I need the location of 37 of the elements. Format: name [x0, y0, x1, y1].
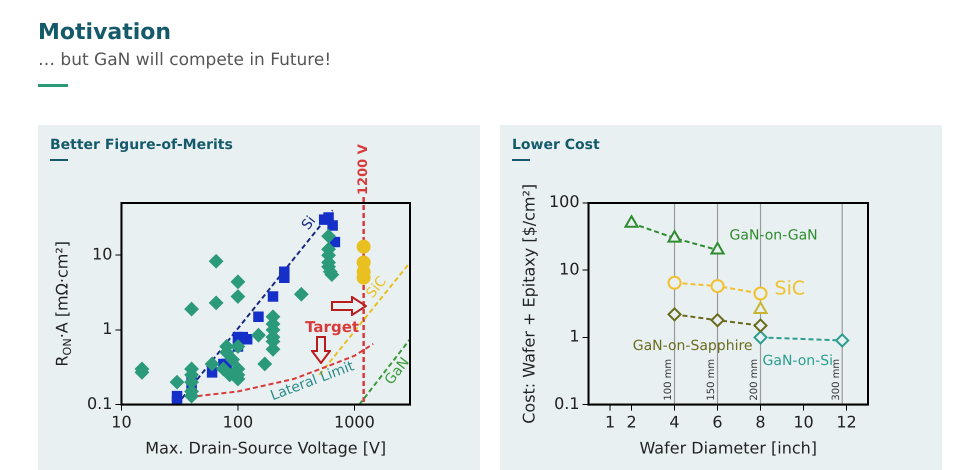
- chart-title: Better Figure-of-Merits: [50, 137, 233, 153]
- y-axis-title: Cost: Wafer + Epitaxy [$/cm²]: [520, 184, 539, 424]
- text: SiC: [363, 274, 390, 302]
- y-tick-label: 1: [102, 319, 112, 338]
- text: Si: [298, 213, 320, 234]
- y-axis-title: RON·A [mΩ·cm²]: [52, 241, 74, 367]
- text: Motivation: [38, 20, 172, 45]
- x-axis-title: Max. Drain-Source Voltage [V]: [145, 438, 386, 458]
- x-tick-label: 10: [793, 412, 814, 432]
- text: … but GaN will compete in Future!: [38, 50, 332, 70]
- y-tick-label: 10: [92, 244, 112, 264]
- y-tick-label: 10: [559, 259, 580, 278]
- series-label: GaN-on-Si: [762, 353, 833, 370]
- series-label: SiC: [774, 277, 806, 300]
- ref-line-label: 150 mm: [706, 358, 718, 401]
- series-label: GaN-on-GaN: [730, 228, 818, 244]
- x-tick-label: 1000: [334, 412, 375, 432]
- x-tick-label: 8: [755, 412, 766, 432]
- y-tick-label: 0.1: [86, 394, 112, 413]
- annotation: Target: [305, 318, 360, 336]
- ref-line-label: 1200 V: [356, 144, 372, 195]
- x-tick-label: 4: [669, 412, 680, 432]
- x-tick-label: 1: [604, 412, 616, 432]
- y-tick-label: 1: [569, 326, 580, 346]
- ref-line-label: 300 mm: [830, 358, 842, 401]
- ref-line-label: 200 mm: [749, 358, 760, 401]
- x-tick-label: 10: [111, 412, 132, 432]
- y-tick-label: 100: [548, 192, 580, 212]
- x-tick-label: 6: [712, 412, 723, 432]
- x-tick-label: 2: [626, 412, 637, 432]
- x-tick-label: 12: [836, 412, 857, 432]
- ref-line-label: 100 mm: [663, 358, 674, 401]
- y-tick-label: 0.1: [554, 394, 580, 413]
- x-tick-label: 100: [222, 412, 254, 432]
- chart-title: Lower Cost: [512, 137, 600, 153]
- series-label: GaN-on-Sapphire: [632, 338, 753, 354]
- x-axis-title: Wafer Diameter [inch]: [640, 438, 818, 458]
